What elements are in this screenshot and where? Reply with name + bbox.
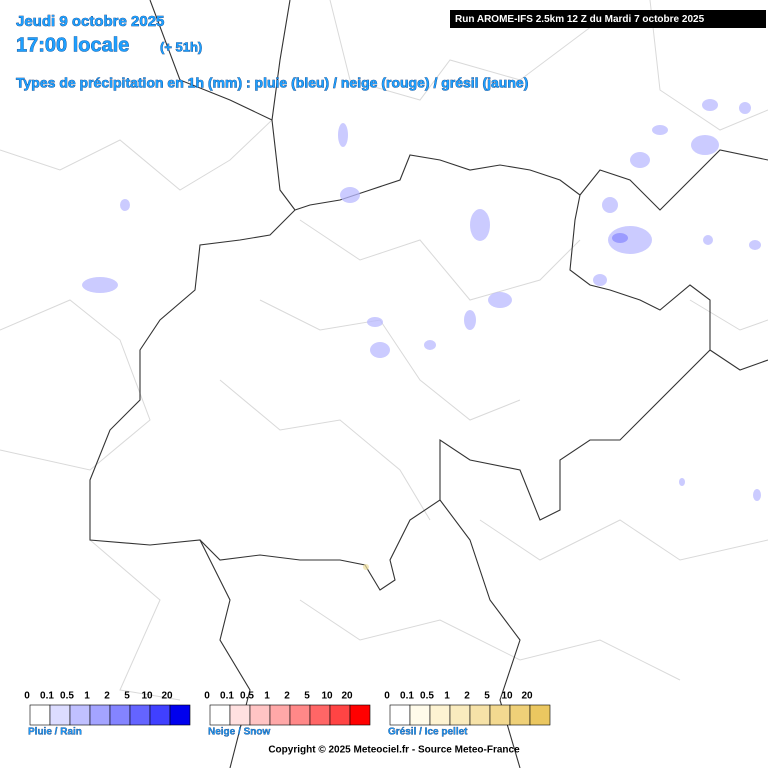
legend-tick: 0.5	[60, 691, 74, 702]
legend-swatch	[409, 704, 431, 726]
legend-swatch	[429, 704, 451, 726]
legend-tick: 10	[321, 691, 333, 702]
legend-swatch	[29, 704, 51, 726]
legend-tick: 0.1	[400, 691, 414, 702]
legend-swatch	[149, 704, 171, 726]
legend-label: Grésil / Ice pellet	[388, 727, 468, 738]
forecast-time: 17:00 locale	[16, 34, 129, 56]
legend-swatch	[309, 704, 331, 726]
legend-tick: 5	[304, 691, 310, 702]
legend-swatch	[449, 704, 471, 726]
map-subtitle: Types de précipitation en 1h (mm) : plui…	[16, 75, 528, 91]
legend-label: Pluie / Rain	[28, 727, 82, 738]
legend-tick: 20	[341, 691, 353, 702]
legend-swatch	[389, 704, 411, 726]
legend-tick: 5	[484, 691, 490, 702]
legend-tick: 0	[204, 691, 210, 702]
legend-tick: 2	[104, 691, 110, 702]
legend-tick: 0.1	[40, 691, 54, 702]
legend-tick: 2	[284, 691, 290, 702]
legend-swatch	[529, 704, 551, 726]
legend-tick: 5	[124, 691, 130, 702]
forecast-date: Jeudi 9 octobre 2025	[16, 13, 164, 30]
legend-tick: 1	[264, 691, 270, 702]
copyright: Copyright © 2025 Meteociel.fr - Source M…	[268, 745, 520, 756]
legend-tick: 10	[501, 691, 513, 702]
legend-swatch	[269, 704, 291, 726]
legend-swatch	[469, 704, 491, 726]
legend-swatch	[289, 704, 311, 726]
legend-swatch	[329, 704, 351, 726]
legend-swatch	[109, 704, 131, 726]
legend-tick: 0.5	[420, 691, 434, 702]
legend-swatch	[509, 704, 531, 726]
legend-swatch	[49, 704, 71, 726]
legend-swatch	[229, 704, 251, 726]
legend-tick: 10	[141, 691, 153, 702]
legend-tick: 1	[444, 691, 450, 702]
legend-tick: 20	[161, 691, 173, 702]
legend-swatch	[69, 704, 91, 726]
legend-tick: 0.1	[220, 691, 234, 702]
legend-swatch	[209, 704, 231, 726]
legend-tick: 0.5	[240, 691, 254, 702]
run-banner	[450, 10, 766, 28]
legend-swatch	[129, 704, 151, 726]
legend-swatch	[249, 704, 271, 726]
legend-swatch	[89, 704, 111, 726]
legend-tick: 2	[464, 691, 470, 702]
legend-tick: 1	[84, 691, 90, 702]
legend-label: Neige / Snow	[208, 727, 270, 738]
legend-tick: 0	[24, 691, 30, 702]
run-info: Run AROME-IFS 2.5km 12 Z du Mardi 7 octo…	[455, 14, 705, 25]
legend-tick: 20	[521, 691, 533, 702]
legend-swatch	[349, 704, 371, 726]
admin-boundaries	[0, 0, 768, 701]
lead-time: (+ 51h)	[160, 39, 202, 54]
legend-swatch	[169, 704, 191, 726]
precipitation	[82, 99, 761, 570]
legend-swatch	[489, 704, 511, 726]
legend-tick: 0	[384, 691, 390, 702]
